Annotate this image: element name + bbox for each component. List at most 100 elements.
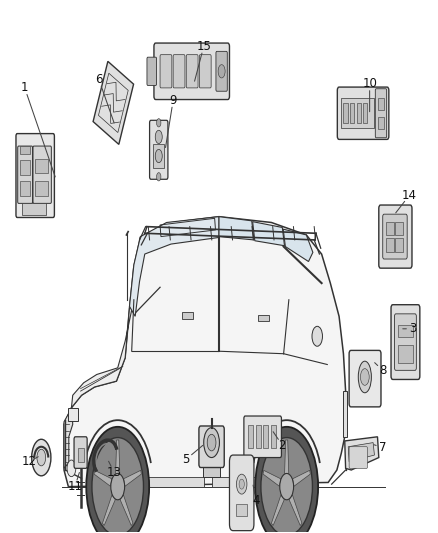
Bar	[20, 181, 29, 196]
Bar	[68, 408, 78, 421]
Polygon shape	[64, 216, 346, 487]
Circle shape	[92, 438, 144, 533]
Bar	[258, 314, 269, 321]
Text: 11: 11	[67, 480, 82, 493]
FancyBboxPatch shape	[349, 350, 381, 407]
FancyBboxPatch shape	[160, 55, 172, 88]
Text: 2: 2	[279, 439, 286, 451]
Bar	[182, 312, 193, 319]
Circle shape	[155, 149, 162, 163]
FancyBboxPatch shape	[230, 455, 254, 531]
FancyBboxPatch shape	[74, 437, 87, 469]
FancyBboxPatch shape	[349, 447, 367, 469]
Polygon shape	[263, 470, 281, 486]
Bar	[21, 203, 46, 215]
Text: 6: 6	[95, 73, 102, 86]
Bar	[386, 222, 394, 235]
Circle shape	[207, 434, 216, 451]
FancyBboxPatch shape	[216, 51, 227, 91]
Ellipse shape	[358, 361, 371, 393]
Polygon shape	[219, 216, 254, 240]
Circle shape	[237, 474, 247, 494]
Polygon shape	[71, 300, 134, 408]
Circle shape	[204, 427, 219, 457]
Polygon shape	[293, 470, 310, 486]
Bar	[350, 103, 354, 123]
Bar	[256, 425, 261, 448]
Circle shape	[37, 449, 46, 466]
Bar	[78, 448, 84, 462]
Text: 10: 10	[362, 77, 377, 90]
FancyBboxPatch shape	[186, 55, 198, 88]
Bar	[127, 477, 204, 487]
FancyBboxPatch shape	[18, 146, 32, 204]
Polygon shape	[285, 440, 289, 473]
Polygon shape	[94, 470, 112, 486]
Bar	[341, 98, 374, 128]
Bar	[153, 143, 164, 168]
Circle shape	[156, 119, 161, 127]
Bar	[20, 146, 29, 155]
FancyBboxPatch shape	[33, 146, 51, 204]
Text: 14: 14	[401, 189, 417, 203]
Polygon shape	[283, 229, 313, 262]
FancyBboxPatch shape	[154, 43, 230, 100]
Polygon shape	[93, 61, 134, 144]
FancyBboxPatch shape	[391, 305, 420, 379]
Circle shape	[86, 427, 149, 533]
FancyBboxPatch shape	[173, 55, 185, 88]
Polygon shape	[272, 495, 284, 526]
FancyBboxPatch shape	[150, 120, 168, 179]
Bar	[248, 425, 254, 448]
Text: 9: 9	[170, 94, 177, 107]
Circle shape	[32, 439, 51, 476]
Bar	[263, 425, 268, 448]
Circle shape	[156, 173, 161, 181]
FancyBboxPatch shape	[199, 426, 224, 467]
Polygon shape	[289, 495, 302, 526]
Bar	[343, 103, 348, 123]
Bar	[20, 160, 29, 175]
Bar	[35, 158, 48, 173]
Polygon shape	[116, 440, 120, 473]
Bar	[237, 504, 247, 516]
Circle shape	[111, 473, 125, 500]
FancyBboxPatch shape	[16, 134, 54, 217]
Polygon shape	[253, 222, 285, 246]
FancyBboxPatch shape	[147, 57, 156, 85]
Polygon shape	[64, 408, 73, 469]
Bar	[343, 391, 347, 437]
Bar	[363, 103, 367, 123]
Bar	[398, 325, 413, 337]
Polygon shape	[130, 216, 219, 317]
Bar	[396, 222, 403, 235]
FancyBboxPatch shape	[379, 205, 412, 268]
FancyBboxPatch shape	[383, 214, 407, 259]
Circle shape	[312, 326, 322, 346]
Circle shape	[261, 438, 312, 533]
Bar	[398, 344, 413, 363]
Circle shape	[155, 130, 162, 143]
Text: 7: 7	[379, 441, 386, 454]
Polygon shape	[120, 495, 133, 526]
Polygon shape	[348, 442, 374, 462]
FancyBboxPatch shape	[375, 88, 387, 138]
Text: 12: 12	[21, 455, 37, 468]
Text: 15: 15	[196, 40, 211, 53]
Text: 5: 5	[183, 453, 190, 466]
Circle shape	[239, 479, 244, 489]
Circle shape	[280, 473, 293, 500]
Circle shape	[218, 64, 225, 78]
FancyBboxPatch shape	[337, 87, 389, 140]
Bar	[396, 238, 403, 252]
Circle shape	[67, 460, 76, 477]
Text: 3: 3	[410, 322, 417, 335]
Text: 13: 13	[107, 466, 122, 479]
Text: 8: 8	[379, 364, 386, 377]
Circle shape	[255, 427, 318, 533]
Bar	[35, 181, 48, 196]
Bar	[212, 477, 289, 487]
Bar	[378, 98, 384, 110]
FancyBboxPatch shape	[199, 55, 211, 88]
Polygon shape	[102, 495, 115, 526]
